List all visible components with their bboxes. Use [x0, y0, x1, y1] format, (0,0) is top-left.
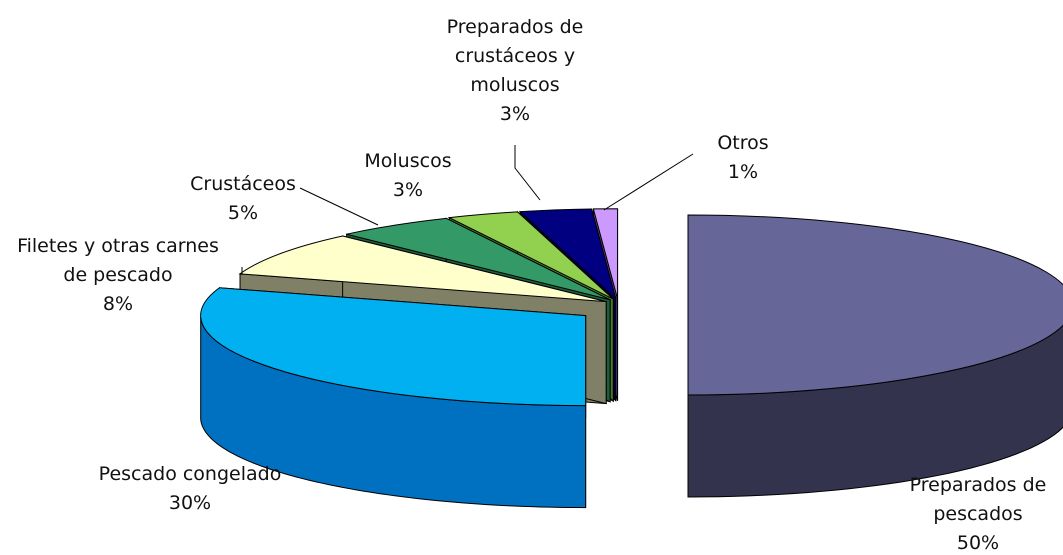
slice-label: Preparados de crustáceos y moluscos 3%	[447, 16, 584, 125]
slice-label: Pescado congelado 30%	[99, 463, 282, 514]
leader-lines	[241, 145, 694, 275]
pie-slice	[687, 214, 1063, 498]
slice-label: Filetes y otras carnes de pescado 8%	[17, 235, 219, 315]
leader-line	[514, 145, 541, 201]
slice-label: Otros 1%	[717, 132, 768, 183]
leader-line	[603, 153, 694, 211]
slice-label: Preparados de pescados 50%	[910, 474, 1047, 554]
pie-slices	[200, 208, 1063, 509]
slice-labels: Preparados de pescados 50% Pescado congelad…	[17, 16, 1046, 554]
slice-label: Crustáceos 5%	[190, 173, 296, 224]
leader-line	[299, 187, 379, 226]
pie-slice	[200, 287, 587, 509]
slice-label: Moluscos 3%	[364, 150, 451, 201]
